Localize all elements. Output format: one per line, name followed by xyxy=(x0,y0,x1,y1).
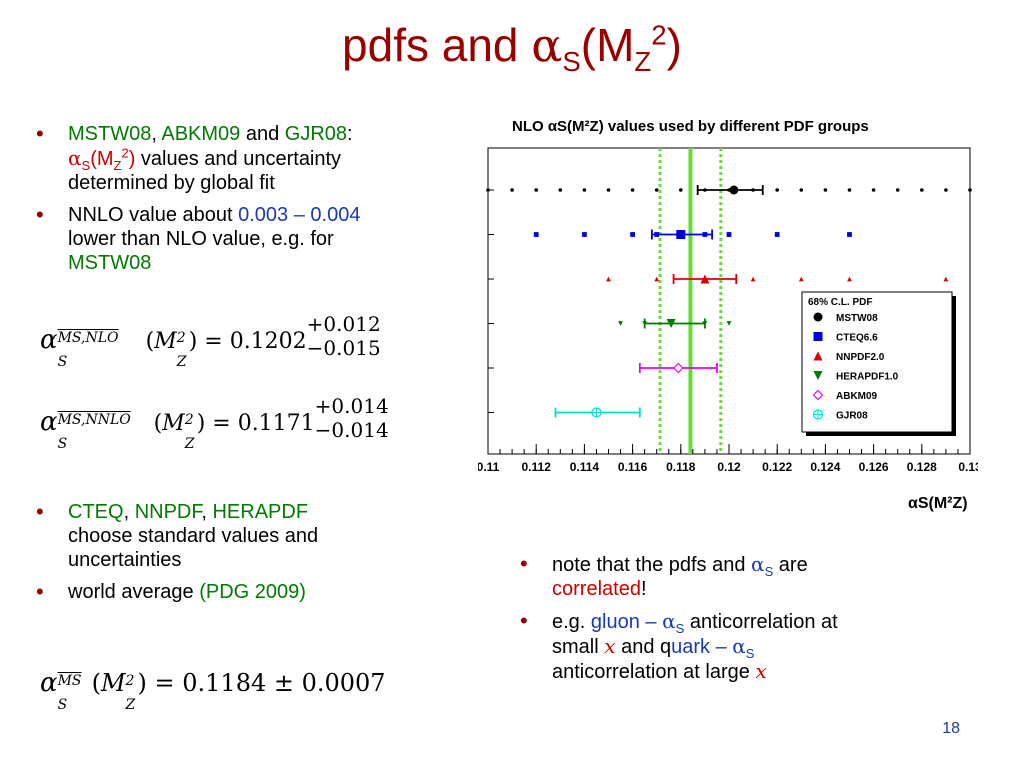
grid-point xyxy=(726,232,732,237)
central-point xyxy=(729,185,739,195)
legend-marker xyxy=(812,389,824,401)
bullet-dot: • xyxy=(36,121,44,146)
x-tick-label: 0.122 xyxy=(762,460,792,474)
grid-point xyxy=(920,188,924,192)
grid-point xyxy=(798,276,804,282)
grid-point xyxy=(847,276,852,282)
series-cteq6-6 xyxy=(488,229,852,240)
page-title: pdfs and αS(MZ2) xyxy=(342,18,682,78)
world-average-band xyxy=(658,148,723,454)
grid-point xyxy=(618,321,623,326)
legend-label: MSTW08 xyxy=(836,313,878,324)
series-abkm09 xyxy=(488,362,718,374)
x-tick-label: 0.13 xyxy=(958,460,978,474)
chart-title: NLO αS(M²Z) values used by different PDF… xyxy=(512,118,869,135)
grid-point xyxy=(558,188,563,192)
grid-point xyxy=(943,276,949,282)
grid-point xyxy=(847,232,852,237)
x-tick-label: 0.118 xyxy=(666,460,696,474)
x-tick-label: 0.114 xyxy=(570,460,600,474)
series-nnpdf2-0 xyxy=(488,274,949,284)
grid-point xyxy=(871,188,876,192)
central-point xyxy=(676,230,686,239)
grid-point xyxy=(774,232,780,237)
left-bullet-list-top: • MSTW08, ABKM09 and GJR08: αS(MZ2) valu… xyxy=(36,122,466,283)
legend-marker xyxy=(813,312,823,322)
grid-point xyxy=(533,232,539,237)
series-herapdf1-0 xyxy=(488,318,732,329)
grid-point xyxy=(679,188,683,192)
bullet-anticorrelation: • e.g. gluon – αS anticorrelation at sma… xyxy=(520,608,838,684)
grid-point xyxy=(750,276,756,282)
legend-label: GJR08 xyxy=(836,411,868,422)
legend-marker xyxy=(813,332,823,341)
legend-label: HERAPDF1.0 xyxy=(836,372,899,383)
bullet-standard-values: • CTEQ, NNPDF, HERAPDF choose standard v… xyxy=(36,499,319,572)
page-number: 18 xyxy=(942,720,960,737)
legend-marker xyxy=(812,409,824,420)
bullet-dot: • xyxy=(520,551,528,576)
grid-point xyxy=(895,188,900,192)
grid-point xyxy=(606,276,611,282)
x-tick-label: 0.116 xyxy=(618,460,648,474)
grid-point xyxy=(847,188,852,192)
grid-point xyxy=(582,232,587,237)
alpha-s-chart: NLO αS(M²Z) values used by different PDF… xyxy=(478,118,978,512)
left-bullet-list-bottom: • CTEQ, NNPDF, HERAPDF choose standard v… xyxy=(36,500,456,612)
grid-point xyxy=(944,188,948,192)
series-gjr08 xyxy=(488,407,641,418)
grid-point xyxy=(582,188,587,192)
grid-point xyxy=(630,232,635,237)
grid-point xyxy=(534,188,538,192)
formula-world-average: α MS S (M 2 Z) = 0.1184 ± 0.0007 xyxy=(40,668,386,713)
central-point xyxy=(673,362,684,374)
grid-point xyxy=(486,188,490,192)
x-tick-label: 0.112 xyxy=(522,460,552,474)
grid-point xyxy=(799,188,804,192)
series-mstw08 xyxy=(486,185,972,195)
legend-marker xyxy=(813,351,823,361)
x-tick-label: 0.126 xyxy=(859,460,889,474)
grid-point xyxy=(606,188,611,192)
grid-point xyxy=(823,188,828,192)
grid-point xyxy=(726,321,732,326)
central-point xyxy=(700,274,710,284)
bullet-nnlo-value: • NNLO value about 0.003 – 0.004 lower t… xyxy=(36,202,361,275)
legend: 68% C.L. PDF MSTW08 CTEQ6.6 NNPDF2.0 HERAPDF… xyxy=(801,291,956,436)
grid-point xyxy=(654,276,660,282)
legend-marker xyxy=(813,371,823,380)
central-point xyxy=(666,319,676,328)
series-layer xyxy=(486,185,972,418)
bullet-dot: • xyxy=(520,608,528,633)
central-point xyxy=(591,407,602,418)
x-axis: 0.11 0.112 0.114 0.116 0.118 0.12 0.122 0.124 0.… xyxy=(478,444,978,474)
legend-label: NNPDF2.0 xyxy=(836,352,885,363)
grid-point xyxy=(654,188,659,192)
x-tick-label: 0.11 xyxy=(478,460,500,474)
bullet-dot: • xyxy=(36,499,44,524)
legend-label: CTEQ6.6 xyxy=(836,333,878,344)
grid-point xyxy=(630,188,635,192)
formula-nnlo: α MS,NNLO S (M 2 Z) = 0.1171+0.014 −0.014 xyxy=(40,394,389,452)
legend-label: ABKM09 xyxy=(836,391,878,402)
bullet-world-average: • world average (PDG 2009) xyxy=(36,579,306,604)
x-tick-label: 0.124 xyxy=(810,460,840,474)
bullet-global-fit: • MSTW08, ABKM09 and GJR08: αS(MZ2) valu… xyxy=(36,121,353,195)
formula-nlo: α MS,NLO S (M 2 Z) = 0.1202+0.012 −0.015 xyxy=(40,312,381,370)
bullet-dot: • xyxy=(36,202,44,227)
legend-title: 68% C.L. PDF xyxy=(808,297,872,308)
grid-point xyxy=(968,188,972,192)
bullet-correlated: • note that the pdfs and αS are correlat… xyxy=(520,551,808,601)
x-tick-label: 0.12 xyxy=(717,460,741,474)
legend-box xyxy=(801,291,953,433)
x-axis-label: αS(M²Z) xyxy=(908,495,968,512)
bullet-dot: • xyxy=(36,579,44,604)
grid-point xyxy=(775,188,779,192)
x-tick-label: 0.128 xyxy=(907,460,937,474)
grid-point xyxy=(510,188,514,192)
right-bullet-list: • note that the pdfs and αS are correlat… xyxy=(520,552,960,692)
